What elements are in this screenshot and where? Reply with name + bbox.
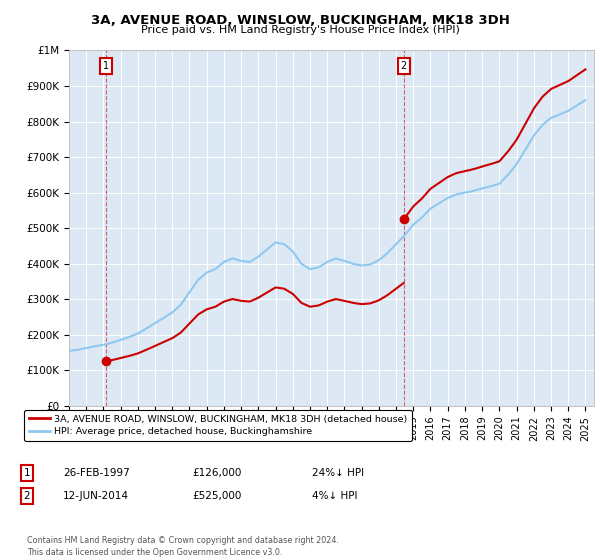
Text: 2: 2 (23, 491, 31, 501)
Text: Price paid vs. HM Land Registry's House Price Index (HPI): Price paid vs. HM Land Registry's House … (140, 25, 460, 35)
Legend: 3A, AVENUE ROAD, WINSLOW, BUCKINGHAM, MK18 3DH (detached house), HPI: Average pr: 3A, AVENUE ROAD, WINSLOW, BUCKINGHAM, MK… (24, 410, 412, 441)
Text: Contains HM Land Registry data © Crown copyright and database right 2024.
This d: Contains HM Land Registry data © Crown c… (27, 536, 339, 557)
Text: 24%↓ HPI: 24%↓ HPI (312, 468, 364, 478)
Text: 26-FEB-1997: 26-FEB-1997 (63, 468, 130, 478)
Text: £126,000: £126,000 (192, 468, 241, 478)
Text: 3A, AVENUE ROAD, WINSLOW, BUCKINGHAM, MK18 3DH: 3A, AVENUE ROAD, WINSLOW, BUCKINGHAM, MK… (91, 14, 509, 27)
Text: 4%↓ HPI: 4%↓ HPI (312, 491, 358, 501)
Text: 12-JUN-2014: 12-JUN-2014 (63, 491, 129, 501)
Text: 1: 1 (23, 468, 31, 478)
Text: 2: 2 (400, 62, 407, 72)
Text: £525,000: £525,000 (192, 491, 241, 501)
Text: 1: 1 (103, 62, 109, 72)
